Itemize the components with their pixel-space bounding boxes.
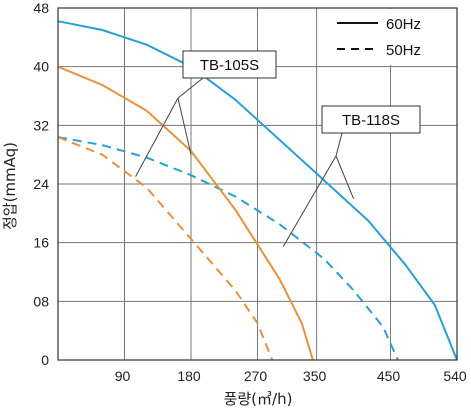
x-tick-label: 540 [443, 368, 467, 384]
y-tick-label: 08 [33, 293, 49, 309]
y-tick-label: 48 [33, 0, 49, 16]
callout-stem-tb-105s [177, 77, 204, 99]
callout-box-tb-105s [182, 50, 277, 79]
callout-stem-tb-118s [335, 132, 343, 157]
callout-label-tb-118s: TB-118S [342, 112, 400, 129]
legend: 60Hz 50Hz [322, 9, 453, 65]
callout-leader-tb-118s [282, 155, 337, 247]
y-tick-label: 0 [41, 352, 49, 368]
y-tick-label: 32 [33, 117, 49, 133]
y-tick-label: 40 [33, 59, 49, 75]
y-tick-label: 16 [33, 235, 49, 251]
series-lines [57, 20, 458, 361]
series-line-tb-105s-50hz [57, 136, 274, 361]
callout-box-tb-118s [321, 105, 421, 134]
x-tick-label: 350 [303, 368, 327, 384]
y-axis-title: 정압(mmAq) [1, 142, 19, 230]
legend-box [322, 9, 453, 65]
y-tick-label: 24 [33, 176, 49, 192]
x-tick-label: 90 [115, 368, 131, 384]
model-callouts: TB-105S TB-118S [135, 50, 421, 247]
callout-leader-tb-118s [335, 155, 355, 199]
callout-leader-tb-105s [177, 97, 192, 155]
series-line-tb-105s-60hz [57, 65, 314, 361]
x-tick-label: 180 [177, 368, 201, 384]
callout-label-tb-105s: TB-105S [200, 57, 259, 74]
legend-label-60hz: 60Hz [386, 16, 421, 33]
x-axis-title: 풍량(㎥/h) [224, 390, 293, 408]
x-tick-label: 450 [377, 368, 401, 384]
plot-frame [57, 7, 458, 361]
callout-leader-tb-105s [135, 97, 179, 177]
x-tick-labels: 90 180 270 350 450 540 [115, 368, 467, 384]
series-line-tb-118s-50hz [57, 136, 399, 361]
x-tick-label: 270 [244, 368, 268, 384]
series-line-tb-118s-60hz [57, 20, 458, 361]
legend-label-50hz: 50Hz [386, 42, 421, 59]
y-tick-labels: 0 08 16 24 32 40 48 [33, 0, 49, 368]
